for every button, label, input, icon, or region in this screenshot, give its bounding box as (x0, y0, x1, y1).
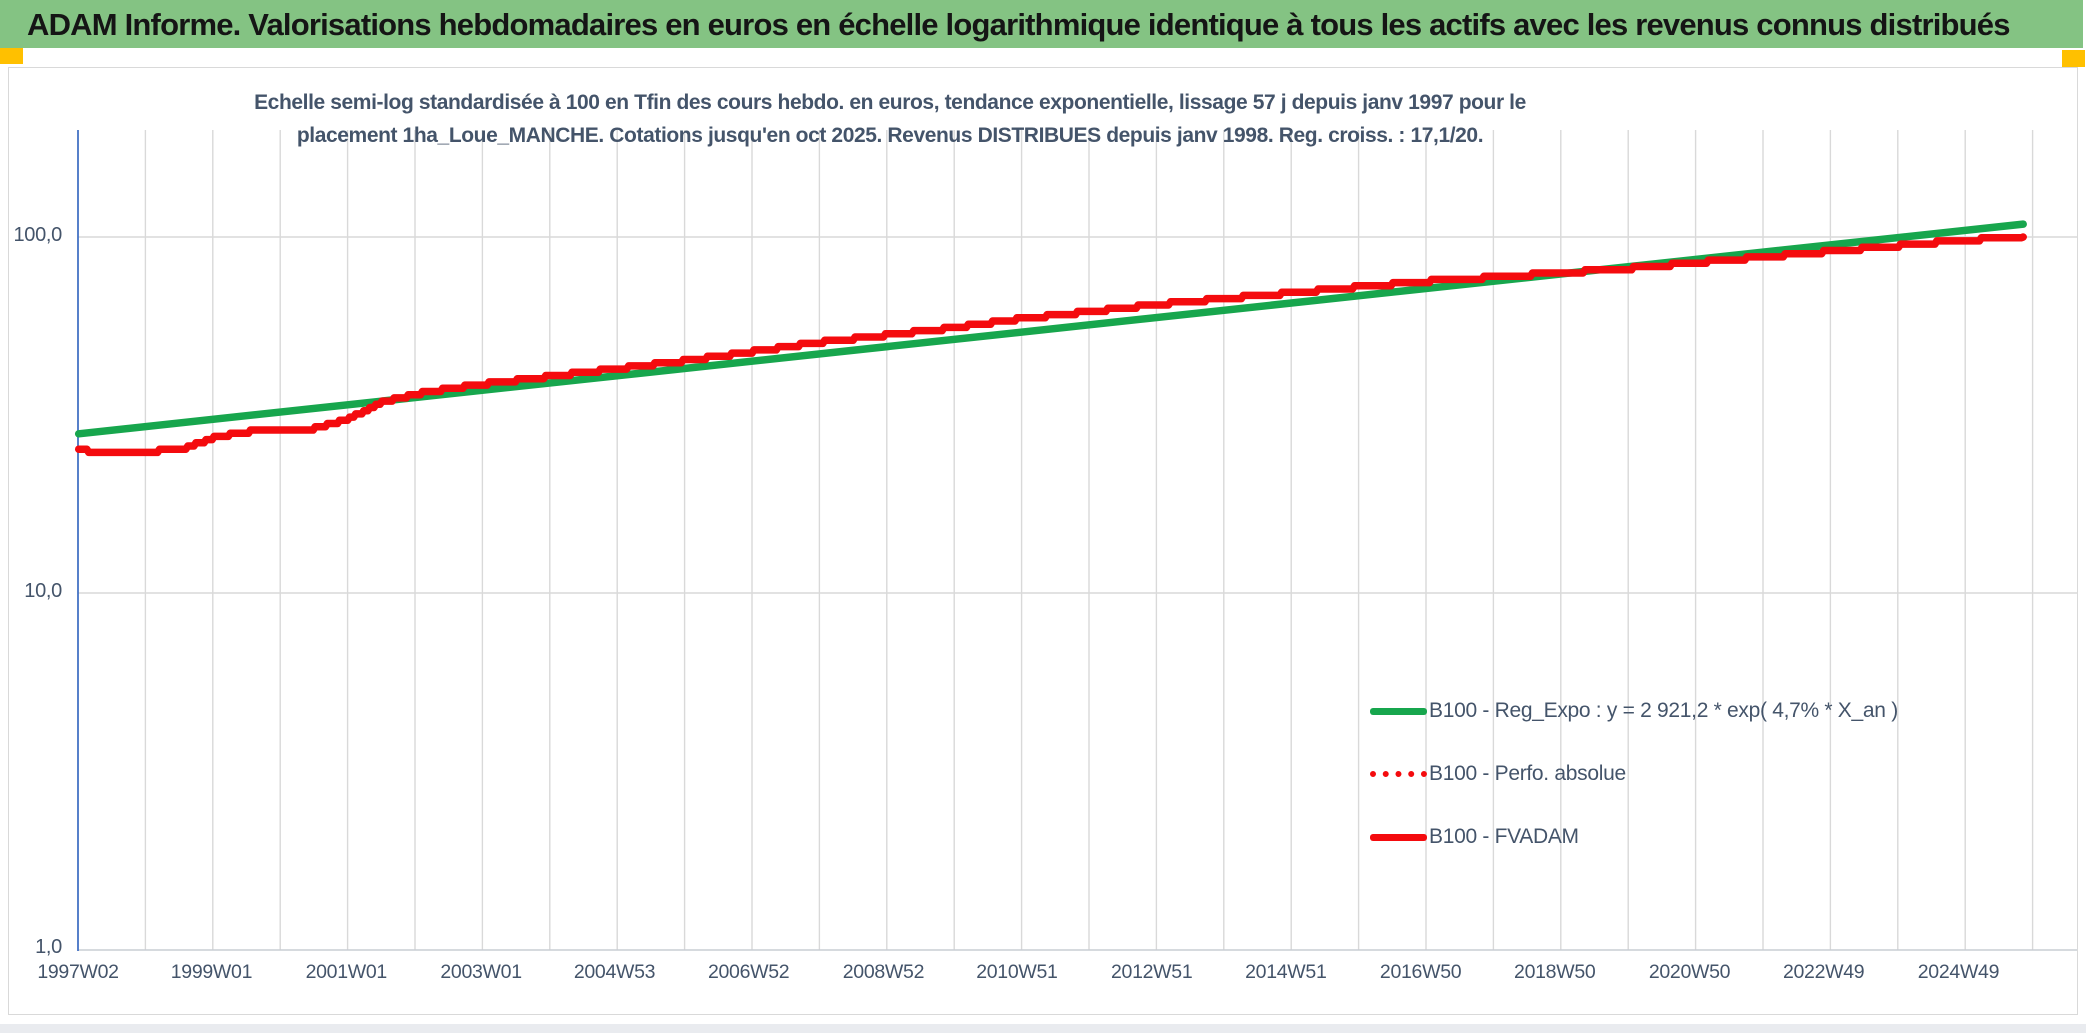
legend-label: B100 - FVADAM (1429, 825, 1579, 848)
series-line-0 (74, 220, 2027, 438)
chart-title: Echelle semi-log standardisée à 100 en T… (160, 86, 1620, 152)
legend: B100 - Reg_Expo : y = 2 921,2 * exp( 4,7… (1370, 688, 2030, 868)
x-tick-label: 2016W50 (1379, 961, 1462, 983)
chart-title-line2: placement 1ha_Loue_MANCHE. Cotations jus… (296, 124, 1484, 147)
legend-marker-solid-line-icon (1370, 833, 1427, 841)
legend-entry: B100 - FVADAM (1370, 822, 1579, 852)
chart-container (8, 67, 2078, 1015)
legend-marker-dotted-line-icon (1370, 771, 1427, 777)
legend-marker-solid-line-icon (1370, 707, 1427, 715)
x-tick-label: 2006W52 (707, 961, 790, 983)
legend-label: B100 - Reg_Expo : y = 2 921,2 * exp( 4,7… (1429, 699, 1898, 722)
accent-square-left (0, 48, 23, 64)
x-tick-label: 2003W01 (440, 961, 522, 983)
header-bar: ADAM Informe. Valorisations hebdomadaire… (0, 0, 2083, 48)
y-tick-label: 10,0 (24, 580, 62, 602)
x-tick-label: 2018W50 (1514, 961, 1596, 983)
bottom-strip (0, 1024, 2086, 1033)
x-tick-label: 2001W01 (305, 961, 388, 983)
legend-label: B100 - Perfo. absolue (1429, 762, 1626, 785)
x-tick-label: 1999W01 (170, 961, 253, 983)
y-tick-label: 100,0 (13, 224, 62, 246)
legend-entry: B100 - Reg_Expo : y = 2 921,2 * exp( 4,7… (1370, 696, 1898, 726)
x-tick-label: 2008W52 (842, 961, 925, 983)
chart-title-line1: Echelle semi-log standardisée à 100 en T… (254, 91, 1526, 114)
y-tick-label: 1,0 (35, 936, 62, 958)
x-tick-label: 2024W49 (1917, 961, 2000, 983)
legend-entry: B100 - Perfo. absolue (1370, 759, 1626, 789)
x-tick-label: 2004W53 (573, 961, 656, 983)
header-title: ADAM Informe. Valorisations hebdomadaire… (27, 7, 2011, 42)
x-tick-label: 2020W50 (1648, 961, 1731, 983)
series-line-1 (75, 234, 2027, 456)
x-tick-label: 2010W51 (976, 961, 1058, 983)
x-tick-label: 1997W02 (37, 961, 119, 983)
x-tick-label: 2022W49 (1782, 961, 1865, 983)
x-tick-label: 2014W51 (1245, 961, 1327, 983)
x-tick-label: 2012W51 (1110, 961, 1193, 983)
accent-square-right (2062, 50, 2085, 67)
series-line-2 (74, 233, 2027, 457)
